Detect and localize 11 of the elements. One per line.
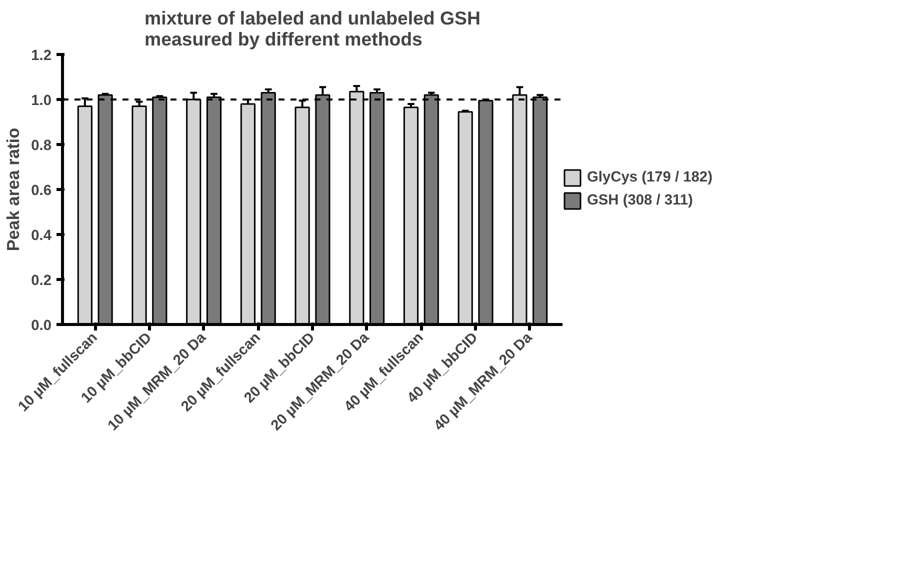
y-tick-label: 1.2	[31, 48, 52, 64]
y-tick-label: 1.0	[31, 93, 52, 109]
legend-label: GSH (308 / 311)	[587, 192, 693, 208]
y-tick-label: 0.8	[31, 138, 52, 154]
y-tick-label: 0.0	[31, 318, 52, 334]
legend-label: GlyCys (179 / 182)	[587, 170, 712, 186]
y-tick-label: 0.4	[31, 228, 52, 244]
y-axis-title: Peak area ratio	[3, 128, 24, 252]
y-tick-label: 0.6	[31, 183, 52, 199]
chart-title: mixture of labeled and unlabeled GSH measured by different methods	[144, 8, 480, 50]
y-tick-label: 0.2	[31, 273, 52, 289]
